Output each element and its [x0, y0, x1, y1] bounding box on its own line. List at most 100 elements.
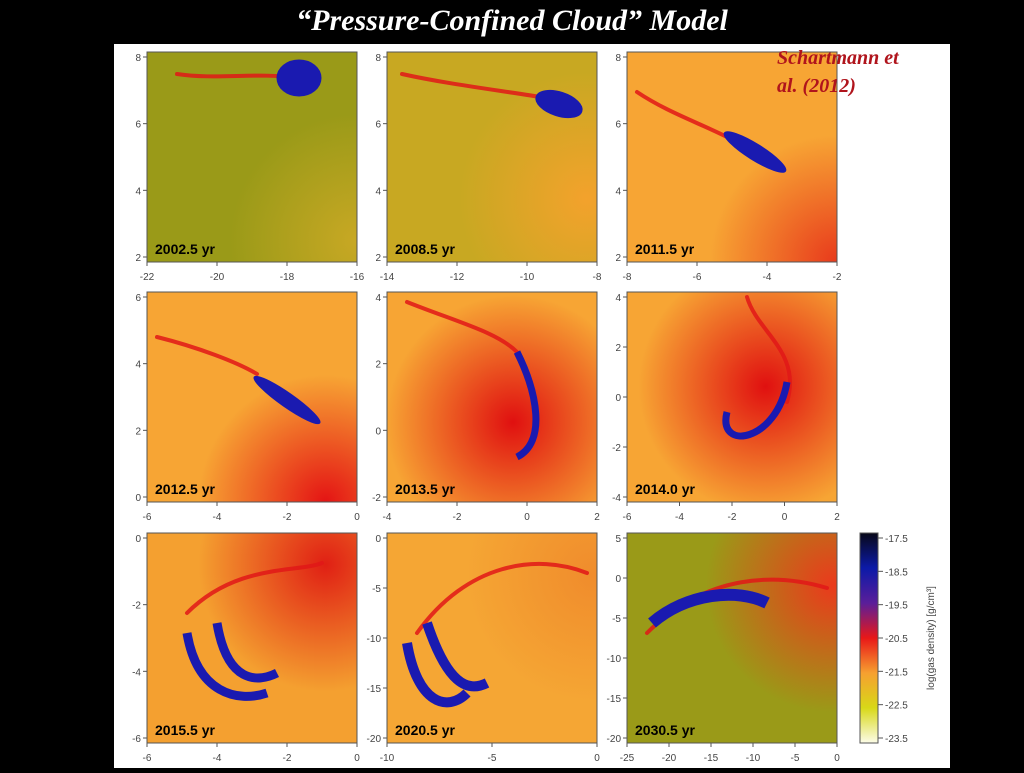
gas-tail [635, 90, 729, 139]
x-tick-label: -2 [833, 272, 842, 283]
y-tick-label: -4 [132, 667, 141, 678]
x-tick-label: -8 [593, 272, 602, 283]
x-tick-label: -5 [488, 753, 497, 764]
heatmap-background [147, 292, 357, 502]
y-tick-label: 2 [135, 253, 141, 264]
x-tick-label: -4 [213, 753, 222, 764]
heatmap-background [627, 52, 837, 262]
panel-frame [626, 532, 838, 744]
heatmap-background [387, 292, 597, 502]
heatmap-panel-2: 2008.5 yr -14 -12 -10 -8 8 6 4 2 [375, 51, 602, 283]
x-tick-label: 2 [594, 512, 600, 523]
colorbar-tick-label: -22.5 [885, 701, 908, 712]
gas-tail [415, 561, 589, 635]
x-tick-label: -25 [620, 753, 635, 764]
figure-panel: 2002.5 yr -22 -20 -18 -16 8 6 4 2 2008.5 yr -14 -12… [114, 44, 950, 768]
y-tick-label: -10 [607, 654, 622, 665]
x-tick-label: -12 [450, 272, 465, 283]
gas-tail [400, 72, 549, 100]
y-tick-label: 0 [615, 574, 621, 585]
cloud-core [513, 350, 540, 461]
y-tick-label: 4 [615, 186, 621, 197]
y-tick-label: -15 [607, 694, 622, 705]
heatmap-panel-3: 2011.5 yr -8 -6 -4 -2 8 6 4 2 [615, 51, 842, 283]
cloud-core [253, 375, 321, 425]
cloud-core [402, 621, 490, 708]
citation-text: Schartmann et al. (2012) [777, 47, 899, 97]
x-tick-label: -4 [763, 272, 772, 283]
panel-frame [386, 51, 598, 263]
colorbar-tick-label: -23.5 [885, 734, 908, 745]
cloud-core [723, 131, 787, 173]
x-tick-label: 2 [834, 512, 840, 523]
x-tick-label: -16 [350, 272, 365, 283]
cloud-core [722, 381, 791, 440]
y-tick-label: 4 [375, 293, 381, 304]
cloud-core [648, 588, 770, 628]
gas-tail [155, 335, 259, 376]
heatmap-background [627, 533, 837, 743]
y-tick-label: 4 [135, 186, 141, 197]
heatmap-panel-7: 2015.5 yr -6 -4 -2 0 0 -2 -4 -6 [132, 532, 360, 764]
x-tick-label: -6 [143, 753, 152, 764]
y-tick-label: 5 [615, 534, 621, 545]
colorbar-tick-label: -17.5 [885, 534, 908, 545]
y-tick-label: 6 [135, 293, 141, 304]
y-tick-label: 6 [135, 120, 141, 131]
x-tick-label: -6 [623, 512, 632, 523]
y-tick-label: 6 [615, 120, 621, 131]
x-tick-label: -6 [143, 512, 152, 523]
y-tick-label: 0 [375, 534, 381, 545]
y-tick-label: 2 [375, 360, 381, 371]
y-tick-label: -2 [372, 493, 381, 504]
x-tick-label: 0 [594, 753, 600, 764]
x-tick-label: -4 [675, 512, 684, 523]
heatmap-panel-8: 2020.5 yr -10 -5 0 0 -5 -10 -15 -20 [367, 532, 600, 764]
x-tick-label: -10 [520, 272, 535, 283]
x-tick-label: -6 [693, 272, 702, 283]
heatmap-panel-9: 2030.5 yr -25 -20 -15 -10 -5 0 5 0 -5 -10 -15 -20 [607, 532, 840, 764]
x-tick-label: -2 [728, 512, 737, 523]
panel-epoch-label: 2002.5 yr [155, 241, 215, 257]
panel-frame [386, 291, 598, 503]
heatmap-background [147, 533, 357, 743]
colorbar-tick-label: -20.5 [885, 634, 908, 645]
x-tick-label: -4 [383, 512, 392, 523]
panel-frame [146, 51, 358, 263]
panel-epoch-label: 2013.5 yr [395, 481, 455, 497]
x-tick-label: -5 [791, 753, 800, 764]
x-tick-label: -14 [380, 272, 395, 283]
heatmap-background [387, 52, 597, 262]
y-tick-label: -20 [367, 734, 382, 745]
gas-tail [185, 561, 324, 615]
x-tick-label: -18 [280, 272, 295, 283]
y-tick-label: -2 [132, 601, 141, 612]
x-tick-label: -10 [380, 753, 395, 764]
y-tick-label: 8 [135, 53, 141, 64]
y-tick-label: -6 [132, 734, 141, 745]
panel-frame [146, 291, 358, 503]
y-tick-label: -5 [372, 584, 381, 595]
heatmap-panel-4: 2012.5 yr -6 -4 -2 0 6 4 2 0 [135, 291, 360, 523]
heatmap-background [147, 52, 357, 262]
slide-title: “Pressure-Confined Cloud” Model [296, 4, 728, 37]
cloud-core [535, 89, 583, 119]
x-tick-label: 0 [524, 512, 530, 523]
y-tick-label: -20 [607, 734, 622, 745]
panel-epoch-label: 2012.5 yr [155, 481, 215, 497]
gas-tail [405, 300, 519, 354]
y-tick-label: 4 [375, 186, 381, 197]
cloud-core [182, 622, 280, 701]
y-tick-label: 0 [135, 493, 141, 504]
y-tick-label: 0 [615, 393, 621, 404]
y-tick-label: 4 [135, 360, 141, 371]
cloud-core [276, 59, 322, 97]
panel-epoch-label: 2030.5 yr [635, 722, 695, 738]
y-tick-label: -5 [612, 614, 621, 625]
colorbar-tick-label: -21.5 [885, 667, 908, 678]
x-tick-label: 0 [354, 753, 360, 764]
y-tick-label: 2 [135, 426, 141, 437]
colorbar: -17.5 -18.5 -19.5 -20.5 -21.5 -22.5 -23.5 log(g… [859, 532, 937, 745]
